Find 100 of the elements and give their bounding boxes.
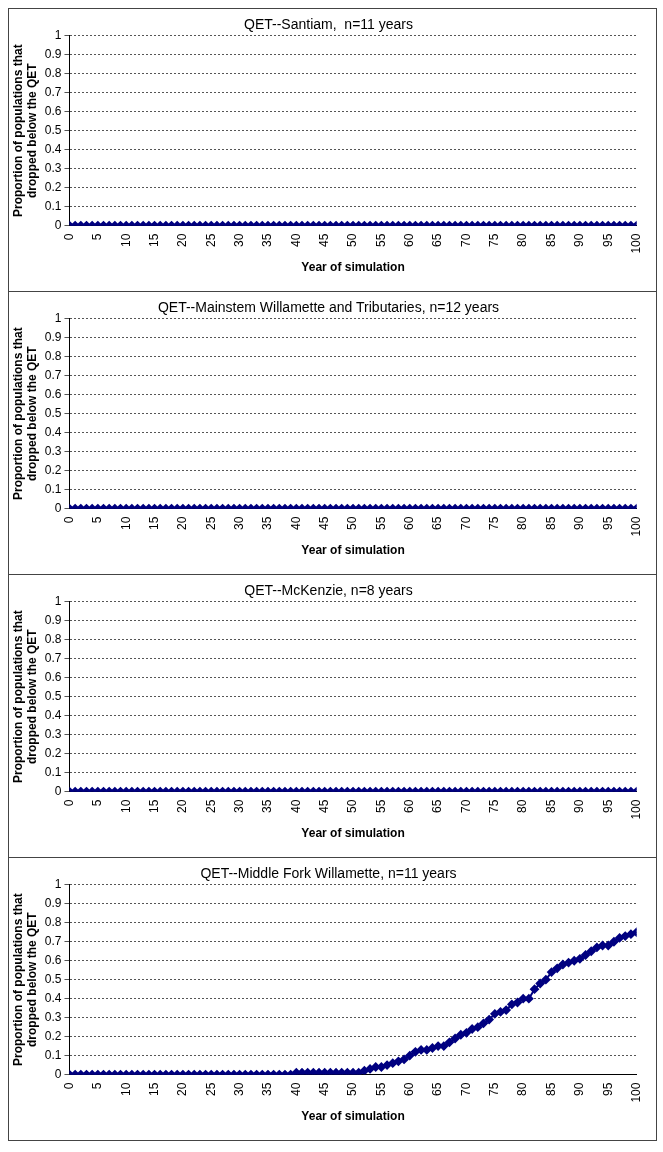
x-tick-label: 85 [543, 233, 558, 247]
x-tick-label: 25 [203, 1082, 218, 1096]
x-tick-label: 30 [231, 1082, 246, 1096]
x-tick-label: 55 [373, 233, 388, 247]
y-tick-label: 0.3 [44, 443, 62, 458]
y-tick-label: 0.2 [44, 462, 62, 477]
x-tick-label: 65 [430, 1082, 445, 1096]
y-tick-label: 0.9 [44, 47, 62, 62]
x-tick-label: 85 [543, 799, 558, 813]
y-tick-label: 0.8 [44, 632, 62, 647]
y-axis-title: Proportion of populations that dropped below the QET [10, 44, 39, 218]
x-tick-label: 10 [118, 233, 133, 247]
y-tick-label: 0.7 [44, 85, 62, 100]
x-tick-label: 70 [458, 516, 473, 530]
x-tick-label: 95 [600, 233, 615, 247]
x-tick-label: 50 [345, 516, 360, 530]
x-tick-label: 75 [487, 516, 502, 530]
y-tick-label: 0.4 [44, 141, 62, 156]
x-tick-label: 80 [515, 516, 530, 530]
y-tick-label: 0.2 [44, 745, 62, 760]
x-tick-label: 30 [231, 516, 246, 530]
x-tick-label: 100 [628, 799, 643, 820]
x-tick-label: 50 [345, 1082, 360, 1096]
x-tick-label: 70 [458, 233, 473, 247]
y-tick-label: 0.7 [44, 651, 62, 666]
y-tick-label: 1 [54, 311, 62, 326]
x-tick-label: 65 [430, 799, 445, 813]
chart-title: QET--Santiam, n=11 years [244, 16, 413, 33]
x-tick-label: 75 [487, 1082, 502, 1096]
x-tick-label: 0 [61, 799, 76, 807]
x-tick-label: 65 [430, 516, 445, 530]
x-tick-label: 95 [600, 1082, 615, 1096]
x-tick-label: 75 [487, 233, 502, 247]
x-tick-label: 35 [260, 516, 275, 530]
x-tick-label: 45 [317, 516, 331, 530]
x-tick-label: 45 [317, 233, 331, 247]
x-axis-title: Year of simulation [301, 260, 405, 275]
y-tick-label: 0.5 [44, 689, 62, 703]
y-tick-label: 0.6 [44, 387, 62, 402]
x-tick-label: 45 [317, 1082, 331, 1096]
y-tick-label: 0.8 [44, 349, 62, 364]
y-tick-label: 0.9 [44, 330, 62, 345]
x-tick-label: 35 [260, 233, 275, 247]
x-tick-label: 20 [175, 516, 190, 530]
x-tick-label: 30 [231, 233, 246, 247]
x-tick-label: 15 [146, 516, 161, 530]
x-tick-label: 20 [175, 1082, 190, 1096]
y-tick-label: 1 [54, 28, 62, 43]
x-tick-label: 70 [458, 1082, 473, 1096]
x-tick-label: 95 [600, 799, 615, 813]
x-tick-label: 30 [231, 799, 246, 813]
y-tick-label: 0.7 [44, 368, 62, 383]
x-tick-label: 85 [543, 516, 558, 530]
y-tick-label: 1 [54, 877, 62, 892]
x-tick-label: 5 [90, 1082, 105, 1090]
y-tick-label: 0.6 [44, 953, 62, 968]
y-tick-label: 0.3 [44, 1009, 62, 1024]
y-tick-label: 0.2 [44, 1028, 62, 1043]
x-tick-label: 10 [118, 799, 133, 813]
x-axis-title: Year of simulation [301, 543, 405, 558]
x-tick-label: 35 [260, 799, 275, 813]
x-tick-label: 5 [90, 799, 105, 807]
x-tick-label: 90 [572, 1082, 587, 1096]
x-tick-label: 80 [515, 233, 530, 247]
x-tick-label: 0 [61, 1082, 76, 1090]
x-tick-label: 55 [373, 1082, 388, 1096]
x-tick-label: 60 [402, 1082, 417, 1096]
x-tick-label: 0 [61, 516, 76, 524]
y-tick-label: 0.1 [44, 198, 62, 213]
x-tick-label: 5 [90, 516, 105, 524]
y-tick-label: 0.6 [44, 104, 62, 119]
chart-title: QET--Mainstem Willamette and Tributaries, n=12 years [157, 299, 500, 316]
y-tick-label: 0.1 [44, 764, 62, 779]
y-tick-label: 0.7 [44, 934, 62, 949]
x-tick-label: 60 [402, 233, 417, 247]
x-tick-label: 80 [515, 1082, 530, 1096]
x-tick-label: 65 [430, 233, 445, 247]
x-axis-title: Year of simulation [301, 1109, 405, 1124]
x-tick-label: 5 [90, 233, 105, 241]
x-tick-label: 90 [572, 233, 587, 247]
x-tick-label: 80 [515, 799, 530, 813]
y-tick-label: 0.4 [44, 424, 62, 439]
y-tick-label: 0.2 [44, 179, 62, 194]
x-tick-label: 60 [402, 516, 417, 530]
x-tick-label: 70 [458, 799, 473, 813]
x-tick-label: 20 [175, 233, 190, 247]
x-tick-label: 15 [146, 1082, 161, 1096]
x-tick-label: 40 [288, 1082, 303, 1096]
x-tick-label: 45 [317, 799, 331, 813]
x-tick-label: 40 [288, 233, 303, 247]
y-tick-label: 0.4 [44, 990, 62, 1005]
y-tick-label: 0.4 [44, 707, 62, 722]
x-tick-label: 50 [345, 233, 360, 247]
y-axis-title: Proportion of populations that dropped below the QET [10, 327, 39, 501]
x-tick-label: 25 [203, 233, 218, 247]
y-axis-title: Proportion of populations that dropped below the QET [10, 893, 39, 1067]
x-axis-title: Year of simulation [301, 826, 405, 841]
y-tick-label: 0.6 [44, 670, 62, 685]
y-axis-title: Proportion of populations that dropped below the QET [10, 610, 39, 784]
x-tick-label: 60 [402, 799, 417, 813]
